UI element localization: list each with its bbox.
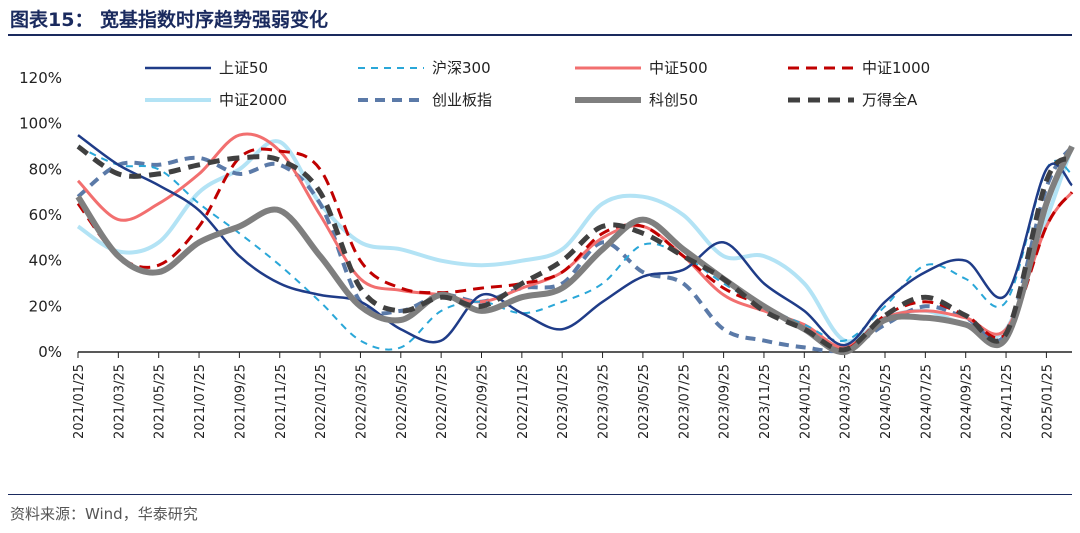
x-tick-label: 2024/07/25 [919,364,934,439]
x-tick-label: 2021/11/25 [274,364,289,439]
x-tick-label: 2021/03/25 [112,364,127,439]
legend-label-1: 沪深300 [432,59,491,77]
series-line-7 [76,144,1074,353]
x-tick-label: 2022/11/25 [516,364,531,439]
x-tick-label: 2023/01/25 [556,364,571,439]
x-tick-label: 2022/03/25 [354,364,369,439]
series-line-0 [77,134,1073,347]
x-axis: 2021/01/25 2021/03/25 2021/05/25 2021/07/25… [72,351,1072,439]
x-tick-label: 2022/07/25 [435,364,450,439]
legend: 上证50 沪深300 中证500 中证1000 中证2000 创业板指 科创50 万得全A [145,59,930,109]
plot-lines [75,132,1075,356]
y-tick-label: 0% [38,343,62,361]
title-rule [8,34,1072,36]
x-tick-label: 2024/03/25 [839,364,854,439]
x-tick-label: 2023/03/25 [597,364,612,439]
y-tick-label: 120% [19,69,62,87]
y-tick-label: 40% [29,252,62,270]
x-tick-label: 2024/05/25 [879,364,894,439]
x-tick-label: 2022/09/25 [476,364,491,439]
x-tick-label: 2022/01/25 [314,364,329,439]
legend-label-6: 科创50 [649,91,698,109]
legend-label-7: 万得全A [862,91,918,109]
x-tick-label: 2023/07/25 [677,364,692,439]
series-line-6 [75,145,1075,356]
source-note: 资料来源：Wind，华泰研究 [10,505,198,523]
x-tick-label: 2021/05/25 [153,364,168,439]
y-axis: 0% 20% 40% 60% 80% 100% 120% [19,69,62,361]
y-tick-label: 100% [19,115,62,133]
x-tick-label: 2023/11/25 [758,364,773,439]
legend-label-3: 中证1000 [862,59,930,77]
x-tick-label: 2021/09/25 [233,364,248,439]
x-tick-label: 2021/01/25 [72,364,87,439]
source-rule [8,494,1072,495]
y-tick-label: 80% [29,160,62,178]
legend-label-5: 创业板指 [432,91,492,109]
legend-label-2: 中证500 [649,59,708,77]
legend-label-0: 上证50 [219,59,268,77]
x-tick-label: 2021/07/25 [193,364,208,439]
x-tick-label: 2023/09/25 [718,364,733,439]
figure-title: 图表15： 宽基指数时序趋势强弱变化 [10,9,329,31]
series-line-1 [77,145,1073,351]
legend-label-4: 中证2000 [219,91,287,109]
x-tick-label: 2024/11/25 [1000,364,1015,439]
y-tick-label: 60% [29,206,62,224]
x-tick-label: 2022/05/25 [395,364,410,439]
series-line-2 [76,132,1074,349]
y-tick-label: 20% [29,297,62,315]
series-line-5 [76,145,1074,354]
x-tick-label: 2024/09/25 [960,364,975,439]
x-tick-label: 2023/05/25 [637,364,652,439]
x-tick-label: 2025/01/25 [1040,364,1055,439]
series-line-3 [76,147,1074,352]
x-tick-label: 2024/01/25 [798,364,813,439]
